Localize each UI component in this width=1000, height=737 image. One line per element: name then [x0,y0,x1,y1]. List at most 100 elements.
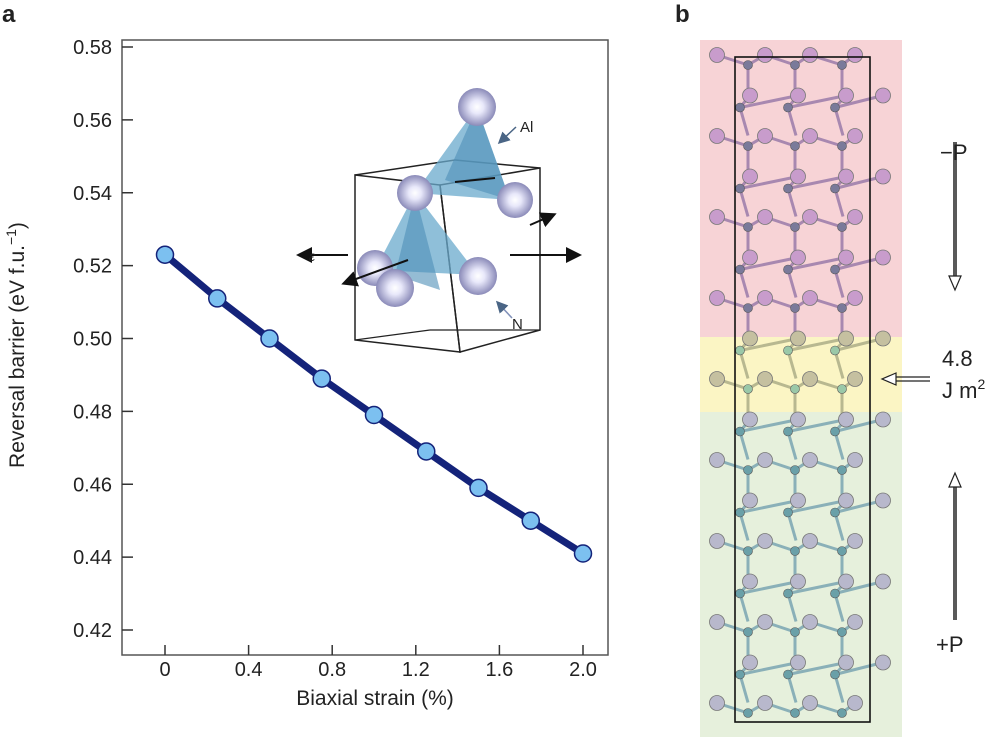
supercell-box [734,56,871,723]
atom [783,102,793,113]
atom [783,426,793,437]
atom [757,209,773,225]
atom [875,249,891,266]
y-tick-label: 0.54 [73,183,112,205]
y-tick-label: 0.44 [73,547,112,569]
atom [838,573,854,590]
atom [837,384,847,394]
atom [742,411,758,428]
up-arrow [948,471,962,620]
data-point [417,442,436,461]
atom [790,627,800,637]
x-tick-label: 2.0 [569,659,597,681]
atom [875,87,891,104]
inset-crystal-structure: Al N ε [296,88,582,353]
atom [838,87,854,104]
atom [847,290,863,306]
n-label: N [512,316,523,333]
data-point [364,405,384,425]
atom [735,102,745,113]
x-tick-label: 1.2 [402,659,430,681]
atom [743,708,753,718]
interface-arrow [880,372,930,386]
atom [757,452,773,468]
al-atom [458,88,496,126]
atom [757,695,773,711]
atom [847,47,863,63]
atom [735,264,745,275]
y-tick-label: 0.58 [73,37,112,59]
atom [838,492,854,509]
atom [709,128,725,144]
plus-p-label: +P [936,632,964,657]
atom [837,303,847,313]
atom [790,87,806,104]
atom [709,695,725,711]
atom [838,654,854,671]
atom [735,183,745,194]
down-arrow [948,142,962,292]
x-tick-label: 0.4 [235,659,263,681]
n-atom [376,269,414,307]
atom [790,330,806,347]
atom [783,588,793,599]
y-tick-label: 0.50 [73,329,112,351]
atom [802,695,818,711]
atom [830,507,840,518]
y-tick-label: 0.56 [73,110,112,132]
atom [790,60,800,70]
atom [837,222,847,232]
strain-label: ε [309,248,316,264]
n-atom [459,257,497,295]
data-point [260,329,279,348]
atom [743,303,753,313]
series-line [162,252,585,557]
atom [790,222,800,232]
atom [847,533,863,549]
atom [742,87,758,104]
atom [743,627,753,637]
atom [790,654,806,671]
atom [838,411,854,428]
interface-energy-unit: J m2 [942,376,985,403]
atom [837,627,847,637]
atom [802,371,818,387]
atom [757,290,773,306]
atom [875,330,891,347]
y-tick-label: 0.48 [73,401,112,423]
data-point [521,511,540,530]
atom [783,507,793,518]
chart-a: 0.42 0.44 0.46 0.48 0.50 0.52 0.54 0.56 0.58 0 0.… [3,37,609,710]
atom [837,546,847,556]
atom [742,330,758,347]
atom [790,708,800,718]
atom [709,290,725,306]
data-point [208,289,227,308]
atom [790,384,800,394]
atom [802,614,818,630]
atom [830,345,840,356]
region-minus-p [700,40,902,337]
atom [830,669,840,680]
y-tick-label: 0.42 [73,620,112,642]
atom [830,264,840,275]
data-point [469,478,488,498]
atom [837,60,847,70]
data-point [312,369,331,388]
atom [742,573,758,590]
atom [742,654,758,671]
atom [830,426,840,437]
atom [802,209,818,225]
atom [743,60,753,70]
atom [709,533,725,549]
atom [838,168,854,185]
x-tick-label: 1.6 [485,659,513,681]
atom [757,47,773,63]
atom [742,249,758,266]
atom [790,168,806,185]
atom [709,452,725,468]
atom [735,669,745,680]
data-point [573,544,593,563]
y-tick-label: 0.52 [73,256,112,278]
